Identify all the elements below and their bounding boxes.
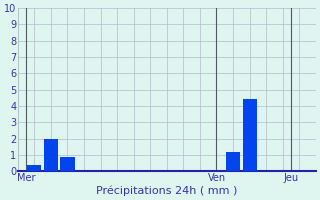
X-axis label: Précipitations 24h ( mm ): Précipitations 24h ( mm )	[96, 185, 237, 196]
Bar	[60, 157, 75, 171]
Bar	[243, 99, 257, 171]
Bar	[226, 152, 240, 171]
Bar	[44, 139, 58, 171]
Bar	[27, 165, 41, 171]
